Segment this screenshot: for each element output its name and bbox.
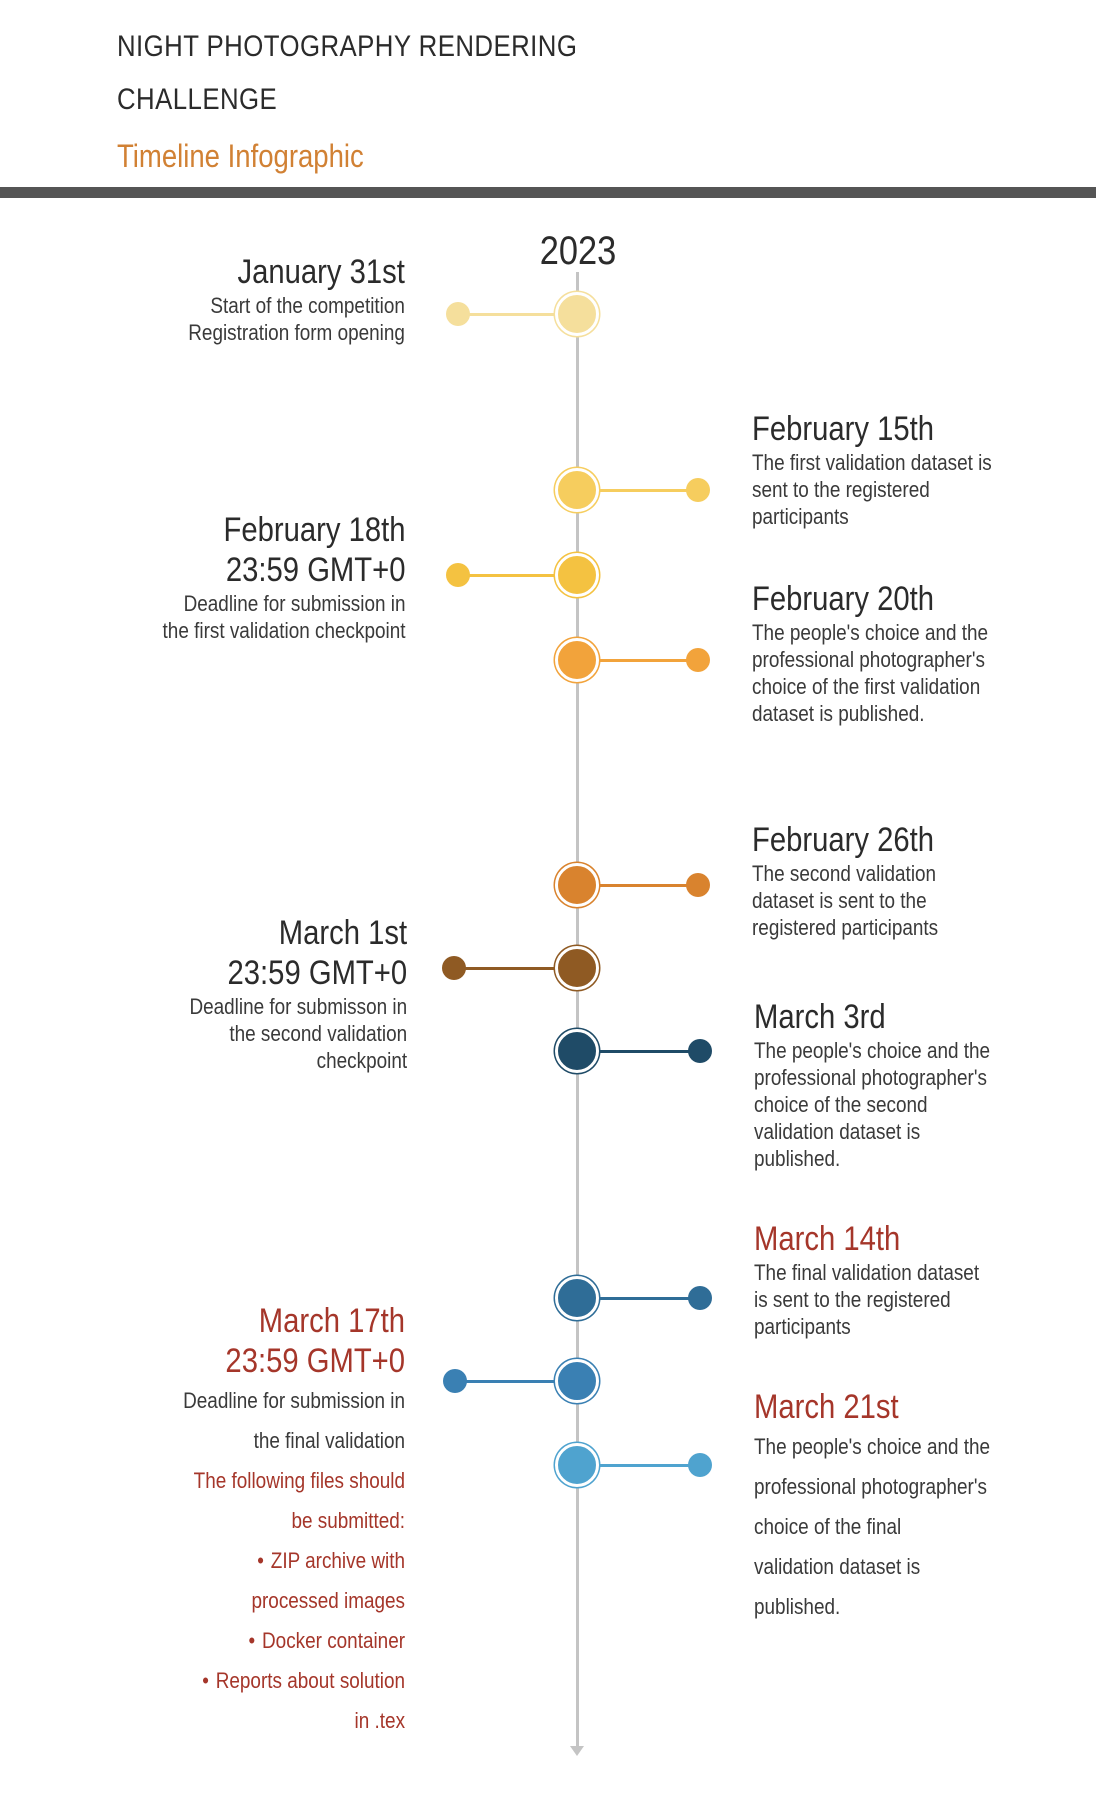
timeline-connector: [454, 966, 577, 970]
timeline-node: [555, 1276, 599, 1320]
event-description: choice of the first validation: [752, 674, 981, 699]
timeline-marker-dot: [443, 1369, 467, 1393]
timeline-marker-dot: [688, 1039, 712, 1063]
event-description: choice of the second: [754, 1092, 928, 1117]
event-description: professional photographer's: [752, 647, 985, 672]
page-title-line1: NIGHT PHOTOGRAPHY RENDERING: [117, 30, 578, 63]
timeline-event: January 31st Start of the competition Regi…: [153, 252, 405, 346]
event-note: be submitted:: [291, 1508, 405, 1533]
timeline-event: February 26th The second validation datase…: [752, 820, 968, 941]
event-bullet-item: processed images: [251, 1588, 405, 1613]
event-description: is sent to the registered: [754, 1287, 951, 1312]
event-description: The second validation: [752, 861, 937, 886]
event-description: dataset is published.: [752, 701, 925, 726]
timeline-event: March 17th 23:59 GMT+0 Deadline for submis…: [147, 1301, 405, 1741]
timeline-connector: [577, 488, 698, 492]
event-date: February 15th: [752, 410, 935, 448]
event-description: Start of the competition: [210, 293, 405, 318]
event-description: the first validation checkpoint: [162, 618, 405, 643]
event-description: validation dataset is: [754, 1554, 921, 1579]
event-description: participants: [752, 504, 849, 529]
timeline-event: March 21st The people's choice and the pro…: [754, 1387, 1029, 1627]
event-description: checkpoint: [316, 1048, 407, 1073]
event-description: Registration form opening: [188, 320, 405, 345]
timeline-node: [555, 863, 599, 907]
event-description: validation dataset is: [754, 1119, 921, 1144]
timeline-connector: [577, 1049, 700, 1053]
timeline-connector: [458, 573, 577, 577]
event-description: registered participants: [752, 915, 939, 940]
event-note: The following files should: [193, 1468, 405, 1493]
timeline-connector: [577, 1463, 700, 1467]
timeline-marker-dot: [686, 873, 710, 897]
timeline-event: March 1st 23:59 GMT+0 Deadline for submiss…: [154, 913, 407, 1074]
event-date: March 17th: [258, 1302, 405, 1340]
event-bullet-item: ZIP archive with: [183, 1541, 405, 1581]
event-description: dataset is sent to the: [752, 888, 927, 913]
event-bullet-item: in .tex: [354, 1708, 405, 1733]
event-date: February 26th: [752, 821, 935, 859]
timeline-node: [555, 1359, 599, 1403]
timeline-event: February 20th The people's choice and the…: [752, 579, 1027, 727]
timeline-node: [555, 638, 599, 682]
timeline-connector: [458, 312, 577, 316]
timeline-marker-dot: [442, 956, 466, 980]
event-date: 23:59 GMT+0: [225, 1342, 405, 1380]
timeline-axis-arrow: [570, 1746, 584, 1756]
event-bullet-item: Reports about solution: [183, 1661, 405, 1701]
timeline-connector: [577, 883, 698, 887]
timeline-event: March 3rd The people's choice and the prof…: [754, 997, 1029, 1172]
event-date: 23:59 GMT+0: [227, 954, 407, 992]
event-description: participants: [754, 1314, 851, 1339]
timeline-node: [555, 292, 599, 336]
event-date: March 14th: [754, 1220, 901, 1258]
event-description: published.: [754, 1146, 841, 1171]
timeline-marker-dot: [446, 563, 470, 587]
timeline-node: [555, 1029, 599, 1073]
timeline-node: [555, 553, 599, 597]
event-date: March 3rd: [754, 998, 886, 1036]
page-title-line2: CHALLENGE: [117, 83, 278, 116]
timeline-marker-dot: [446, 302, 470, 326]
event-description: The people's choice and the: [754, 1434, 991, 1459]
event-date: January 31st: [237, 253, 405, 291]
event-description: professional photographer's: [754, 1474, 987, 1499]
event-description: Deadline for submisson in: [189, 994, 407, 1019]
event-date: March 21st: [754, 1388, 899, 1426]
event-description: choice of the final: [754, 1514, 902, 1539]
event-description: professional photographer's: [754, 1065, 987, 1090]
event-date: February 20th: [752, 580, 935, 618]
event-description: sent to the registered: [752, 477, 930, 502]
timeline-connector: [455, 1379, 577, 1383]
event-description: the second validation: [229, 1021, 407, 1046]
timeline-event: February 18th 23:59 GMT+0 Deadline for sub…: [123, 510, 405, 644]
event-description: the final validation: [253, 1428, 405, 1453]
event-date: 23:59 GMT+0: [225, 551, 405, 589]
timeline-connector: [577, 658, 698, 662]
event-description: Deadline for submission in: [183, 1388, 405, 1413]
page-subtitle: Timeline Infographic: [117, 138, 364, 174]
header-divider: [0, 187, 1096, 198]
timeline-axis: [576, 272, 579, 1747]
timeline-connector: [577, 1296, 700, 1300]
event-description: The first validation dataset is: [752, 450, 992, 475]
timeline-marker-dot: [688, 1453, 712, 1477]
timeline-node: [555, 1443, 599, 1487]
event-description: The people's choice and the: [754, 1038, 991, 1063]
event-description: Deadline for submission in: [183, 591, 405, 616]
event-date: February 18th: [222, 511, 405, 549]
timeline-marker-dot: [686, 648, 710, 672]
event-date: March 1st: [278, 914, 407, 952]
timeline-node: [555, 946, 599, 990]
timeline-marker-dot: [688, 1286, 712, 1310]
timeline-node: [555, 468, 599, 512]
timeline-event: February 15th The first validation datase…: [752, 409, 1031, 530]
event-description: The final validation dataset: [754, 1260, 980, 1285]
event-description: published.: [754, 1594, 841, 1619]
timeline-year: 2023: [539, 229, 617, 273]
timeline-marker-dot: [686, 478, 710, 502]
event-description: The people's choice and the: [752, 620, 989, 645]
event-bullet-item: Docker container: [183, 1621, 405, 1661]
timeline-event: March 14th The final validation dataset is…: [754, 1219, 1016, 1340]
